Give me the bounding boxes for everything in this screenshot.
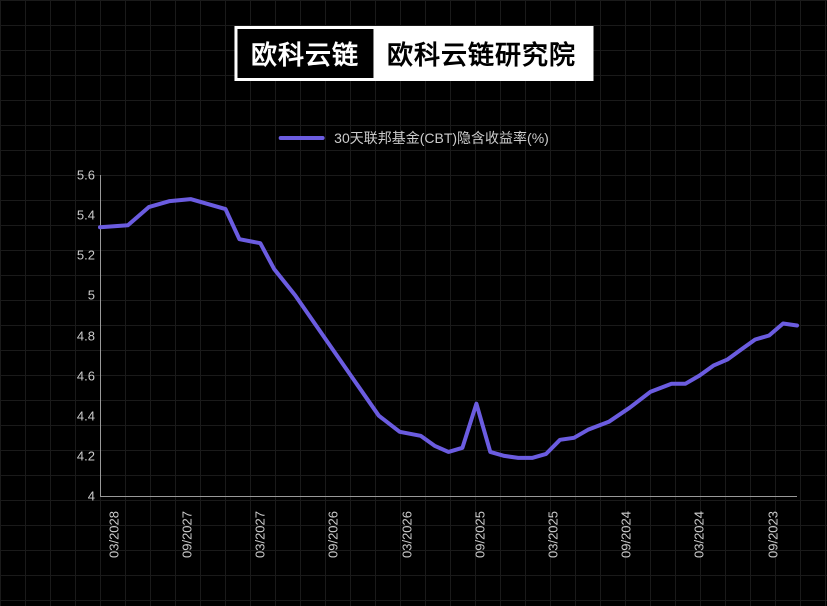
- x-tick-label: 09/2025: [472, 511, 487, 558]
- y-tick-label: 5.4: [55, 208, 95, 223]
- y-tick-label: 4.8: [55, 328, 95, 343]
- legend-color-swatch: [278, 136, 324, 140]
- x-tick-label: 03/2028: [106, 511, 121, 558]
- x-tick-label: 09/2023: [765, 511, 780, 558]
- y-tick-label: 4.6: [55, 368, 95, 383]
- x-axis: 03/2028 09/2027 03/2027 09/2026 03/2026 09/20…: [100, 501, 797, 606]
- x-tick-label: 03/2025: [546, 511, 561, 558]
- x-tick-label: 09/2024: [619, 511, 634, 558]
- x-tick-label: 03/2024: [692, 511, 707, 558]
- y-tick-label: 4.4: [55, 408, 95, 423]
- chart-legend: 30天联邦基金(CBT)隐含收益率(%): [278, 128, 549, 148]
- y-tick-label: 5.6: [55, 168, 95, 183]
- x-tick-label: 09/2026: [326, 511, 341, 558]
- badge-right-text: 欧科云链研究院: [373, 29, 590, 78]
- legend-label: 30天联邦基金(CBT)隐含收益率(%): [334, 128, 549, 148]
- line-chart-svg: [100, 175, 797, 496]
- data-series-line: [100, 199, 797, 458]
- x-tick-label: 09/2027: [180, 511, 195, 558]
- y-tick-label: 5: [55, 288, 95, 303]
- y-tick-label: 5.2: [55, 248, 95, 263]
- y-axis: 44.24.44.64.855.25.45.6: [55, 175, 95, 496]
- badge-left-text: 欧科云链: [237, 29, 373, 78]
- y-tick-label: 4: [55, 489, 95, 504]
- y-tick-label: 4.2: [55, 448, 95, 463]
- chart-plot-area: [100, 175, 797, 496]
- x-tick-label: 03/2026: [399, 511, 414, 558]
- header-badge: 欧科云链 欧科云链研究院: [234, 26, 593, 81]
- x-tick-label: 03/2027: [253, 511, 268, 558]
- x-axis-line: [100, 496, 797, 497]
